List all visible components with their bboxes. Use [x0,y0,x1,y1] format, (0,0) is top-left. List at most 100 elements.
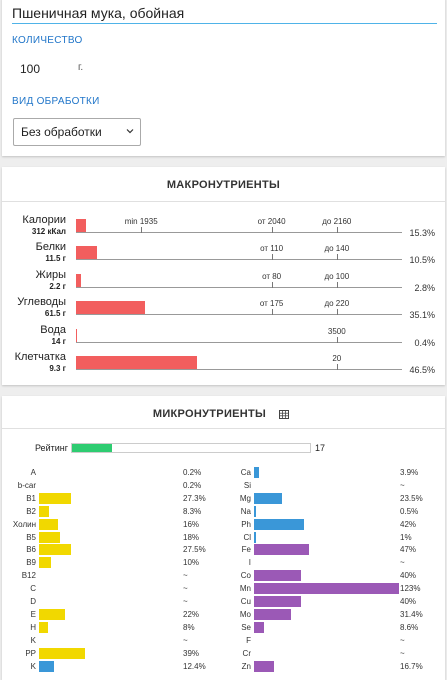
micro-percent: ~ [183,571,188,581]
micro-bar [39,531,61,543]
micro-name: H [30,622,36,632]
food-settings-card: Пшеничная мука, обойная КОЛИЧЕСТВО 100 г… [2,0,445,156]
food-title[interactable]: Пшеничная мука, обойная [12,0,437,24]
micro-row: B5 18% Cl 1% [2,531,445,544]
macro-name: Клетчатка [14,351,66,363]
processing-label: ВИД ОБРАБОТКИ [12,96,100,107]
macro-tick [336,281,338,288]
micro-percent: 23.5% [400,493,423,503]
micro-percent: 8% [183,622,195,632]
macro-tick-label: 3500 [327,326,346,336]
micro-bar [39,492,72,504]
macro-tick-label: до 100 [324,271,350,281]
macronutrients-card: МАКРОНУТРИЕНТЫ Калории 312 кКал min 1935 от… [2,167,445,385]
micro-percent: ~ [183,597,188,606]
micro-name: Si [243,480,251,490]
micro-bar [39,518,58,530]
macro-amount: 312 кКал [31,227,66,236]
micro-name: Mn [239,584,251,594]
micro-percent: ~ [183,584,188,594]
micro-name: B1 [26,493,36,503]
divider [2,201,445,202]
micro-name: Se [241,622,251,632]
macro-row: Калории 312 кКал min 1935 от 2040 до 2160 15.… [2,214,445,240]
micro-bar [39,660,54,672]
micro-percent: 0.5% [400,506,419,516]
micro-name: b-car [17,480,36,490]
micro-name: D [30,597,36,606]
table-grid-icon[interactable] [279,410,289,419]
macro-bar [76,301,146,315]
micro-row: H 8% Se 8.6% [2,621,445,634]
micro-name: C [30,584,36,594]
micro-bar [254,505,256,517]
macro-tick-label: до 140 [324,244,350,254]
macro-percent: 10.5% [409,255,435,266]
quantity-input[interactable]: 100 [20,62,41,76]
micro-bar [39,557,51,569]
micro-bar [254,570,302,582]
macro-track-line [76,232,402,233]
micro-name: Cu [240,597,251,606]
macro-bar [76,219,87,232]
macro-row: Жиры 2.2 г от 80 до 100 2.8% [2,269,445,295]
macro-percent: 35.1% [409,310,435,321]
micro-row: PP 39% Cr ~ [2,647,445,660]
macro-tick [271,227,273,233]
macro-row: Вода 14 г 3500 0.4% [2,324,445,350]
micro-percent: 22% [183,609,200,619]
macro-track-line [76,314,402,316]
macro-tick-label: от 2040 [257,217,286,226]
macro-bar [76,328,77,342]
macro-bar [76,356,198,369]
micro-percent: 0.2% [183,480,202,490]
micro-bar [39,621,49,633]
macro-track-line [76,369,402,370]
macro-tick-label: до 2160 [322,217,352,226]
micro-name: Ph [241,519,251,529]
chevron-down-icon [126,129,134,134]
micro-percent: ~ [183,635,188,645]
micro-name: PP [25,648,36,658]
micro-percent: 16% [183,519,200,529]
micro-percent: 8.6% [400,622,419,632]
macro-tick [141,227,143,233]
macro-tick-label: 20 [332,354,342,363]
micro-row: B6 27.5% Fe 47% [2,544,445,556]
micro-row: A 0.2% Ca 3.9% [2,467,445,479]
macro-percent: 15.3% [409,228,435,238]
macro-tick-label: min 1935 [124,217,158,226]
micro-name: B12 [21,571,36,581]
macro-tick [271,309,273,316]
micro-percent: ~ [400,480,405,490]
micro-row: B12 ~ Co 40% [2,570,445,582]
rating-label: Рейтинг [34,443,68,453]
rating-bar-fill [72,444,113,452]
processing-select[interactable]: Без обработки [13,118,141,146]
micro-percent: 31.4% [400,609,423,619]
macro-tick [271,281,273,288]
micro-percent: 3.9% [400,468,419,477]
macronutrients-title: МАКРОНУТРИЕНТЫ [166,179,281,191]
macro-bar [76,246,97,260]
micro-row: B1 27.3% Mg 23.5% [2,492,445,505]
micro-name: Co [240,571,251,581]
micro-row: B9 10% I ~ [2,557,445,569]
macro-name: Углеводы [17,296,66,309]
micro-percent: 42% [400,519,417,529]
micro-percent: 1% [400,532,412,542]
micro-name: I [248,558,251,568]
macro-tick [336,309,338,316]
macro-bar [76,273,81,287]
micro-percent: ~ [400,635,405,645]
micronutrients-title: МИКРОНУТРИЕНТЫ [152,408,267,420]
macro-row: Клетчатка 9.3 г 20 46.5% [2,351,445,377]
micro-name: B9 [26,558,36,568]
micro-percent: 10% [183,558,200,568]
micro-bar [39,647,86,659]
macro-amount: 61.5 г [44,309,66,319]
micro-percent: 18% [183,532,200,542]
macro-name: Калории [22,214,66,226]
micro-name: K [30,661,36,671]
micro-percent: 123% [400,584,421,594]
